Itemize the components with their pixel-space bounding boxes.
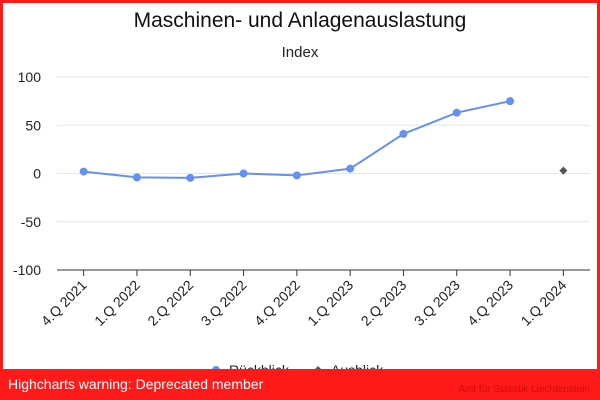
data-point[interactable] <box>292 171 301 180</box>
x-tick-label: 2.Q 2023 <box>358 277 410 329</box>
data-point[interactable] <box>506 97 515 106</box>
x-tick-label: 1.Q 2023 <box>304 277 356 329</box>
x-tick-label: 4.Q 2021 <box>38 277 90 329</box>
chart-subtitle: Index <box>282 44 319 61</box>
y-tick-label: -100 <box>13 262 41 278</box>
x-tick-label: 2.Q 2022 <box>144 277 196 329</box>
data-point[interactable] <box>346 164 355 173</box>
x-tick-label: 1.Q 2022 <box>91 277 143 329</box>
credit-link[interactable]: Amt für Statistik Liechtenstein <box>458 384 590 395</box>
data-point[interactable] <box>79 167 88 176</box>
series-layer <box>79 97 568 182</box>
data-point[interactable] <box>239 169 248 178</box>
x-tick-label: 4.Q 2023 <box>464 277 516 329</box>
data-point[interactable] <box>559 166 568 175</box>
x-tick-label: 4.Q 2022 <box>251 277 303 329</box>
x-tick-label: 1.Q 2024 <box>517 277 569 329</box>
y-tick-label: 50 <box>25 117 41 133</box>
data-point[interactable] <box>186 173 195 182</box>
y-tick-label: 0 <box>33 166 41 182</box>
x-axis: 4.Q 2021 1.Q 2022 2.Q 2022 3.Q 2022 4.Q 2022… <box>38 270 570 329</box>
y-axis: -100 -50 0 50 100 <box>13 69 41 278</box>
y-tick-label: 100 <box>18 69 42 85</box>
warning-banner: Highcharts warning: Deprecated member <box>0 369 600 400</box>
data-point[interactable] <box>399 129 408 138</box>
grid-lines <box>57 76 590 223</box>
x-tick-label: 3.Q 2022 <box>198 277 250 329</box>
chart-title: Maschinen- und Anlagenauslastung <box>134 9 467 32</box>
series-line <box>83 100 511 179</box>
data-point[interactable] <box>132 173 141 182</box>
x-tick-label: 3.Q 2023 <box>411 277 463 329</box>
data-point[interactable] <box>452 108 461 117</box>
y-tick-label: -50 <box>21 214 41 230</box>
